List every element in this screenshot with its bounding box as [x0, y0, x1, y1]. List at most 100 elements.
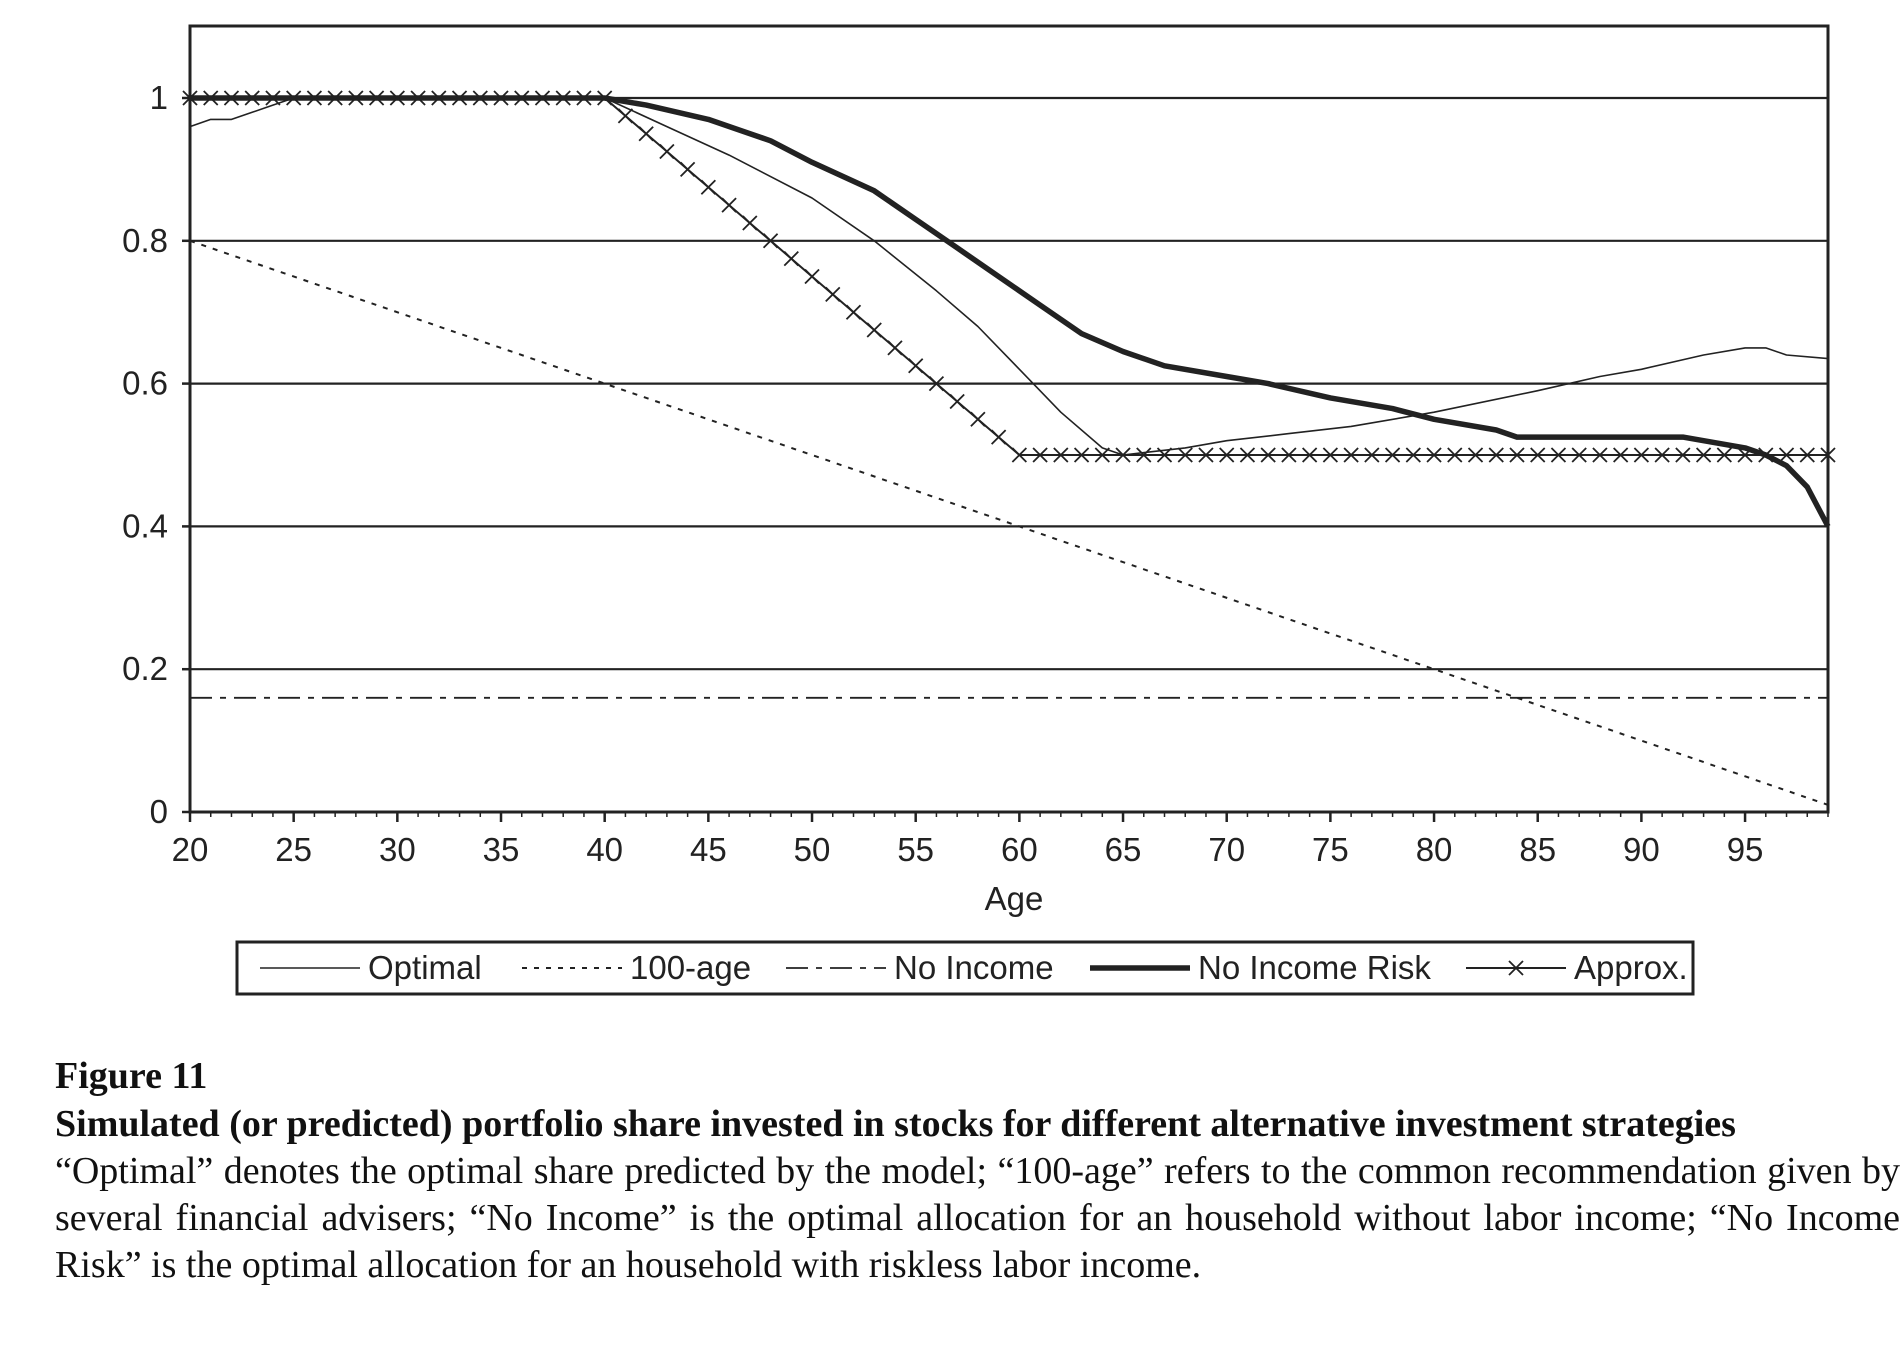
x-marker: [908, 358, 924, 374]
x-marker: [949, 393, 965, 410]
series-line: [189, 97, 1829, 456]
x-marker: [679, 161, 696, 178]
x-marker: [182, 90, 198, 106]
x-marker: [659, 143, 675, 160]
x-axis-ticks: 20 25 30 35 40 45 50 55 60 65 70 75 80 85 90 95: [172, 812, 1829, 868]
x-marker: [721, 197, 737, 213]
x-marker: [1737, 447, 1753, 463]
x-marker: [1716, 447, 1732, 463]
x-marker: [327, 90, 343, 106]
x-marker: [1633, 447, 1650, 463]
legend-label: 100-age: [630, 949, 751, 986]
series-line: [190, 95, 1831, 528]
plot-border: [188, 24, 1830, 814]
legend-label: Optimal: [368, 949, 482, 986]
legend-x-marker: [1508, 960, 1524, 976]
x-tick-label: 25: [275, 831, 312, 868]
y-tick-label: 0: [150, 793, 168, 830]
x-marker: [1281, 447, 1297, 463]
y-axis-ticks: 0 0.2 0.4 0.6 0.8 1: [122, 79, 190, 830]
x-marker: [410, 90, 426, 106]
x-marker: [866, 322, 882, 338]
x-marker: [1405, 447, 1421, 463]
x-marker: [1177, 447, 1193, 463]
x-marker: [348, 90, 364, 106]
figure-title: Simulated (or predicted) portfolio share…: [55, 1103, 1736, 1145]
x-marker: [617, 108, 634, 124]
x-marker: [514, 90, 530, 106]
x-marker: [1343, 447, 1359, 463]
x-marker: [223, 90, 240, 106]
x-marker: [389, 90, 405, 106]
plot-frame: [188, 24, 1830, 814]
legend-label: No Income Risk: [1198, 949, 1431, 986]
x-marker: [1509, 447, 1525, 463]
x-marker: [286, 90, 302, 106]
x-marker: [1488, 447, 1504, 463]
series-optimal: [189, 97, 1829, 456]
y-tick-label: 0.8: [122, 222, 168, 259]
x-marker: [493, 90, 509, 106]
x-marker: [1073, 447, 1090, 463]
x-marker: [306, 90, 323, 106]
gridlines: [190, 96, 1828, 671]
x-marker: [700, 179, 716, 195]
x-tick-label: 50: [794, 831, 831, 868]
x-marker: [1384, 447, 1401, 463]
x-marker: [1322, 447, 1339, 463]
x-marker: [928, 375, 945, 392]
x-marker: [804, 268, 820, 285]
x-marker: [203, 90, 219, 106]
x-tick-label: 45: [690, 831, 727, 868]
x-marker: [1820, 447, 1836, 463]
x-marker: [451, 90, 468, 106]
x-marker: [1467, 447, 1484, 463]
x-marker: [1530, 447, 1546, 463]
x-marker: [1115, 447, 1131, 463]
series-line: [190, 97, 1828, 456]
x-marker: [762, 233, 779, 249]
x-marker: [1260, 447, 1276, 463]
x-marker: [1053, 447, 1069, 463]
x-marker: [1198, 447, 1214, 463]
x-marker: [472, 90, 488, 106]
x-tick-label: 30: [379, 831, 416, 868]
x-marker: [1592, 447, 1608, 463]
series-line: [189, 239, 1829, 806]
x-marker: [1778, 447, 1795, 463]
y-tick-label: 0.6: [122, 365, 168, 402]
x-marker: [1239, 447, 1256, 463]
x-marker: [1799, 447, 1815, 463]
y-tick-label: 0.4: [122, 507, 168, 544]
x-marker: [638, 126, 654, 142]
x-marker: [1675, 447, 1691, 463]
chart-svg: 0 0.2 0.4 0.6 0.8 1 20 25 30 35 40 45 50 55 60 65 70 75 8…: [122, 24, 1836, 996]
x-tick-label: 35: [483, 831, 520, 868]
x-marker: [368, 90, 385, 106]
x-marker: [1136, 447, 1152, 463]
x-marker: [845, 304, 862, 320]
x-marker: [576, 90, 592, 106]
legend-label: No Income: [894, 949, 1054, 986]
series-100-age: [189, 239, 1829, 806]
x-tick-label: 90: [1623, 831, 1660, 868]
x-marker: [1550, 447, 1567, 463]
x-tick-label: 40: [586, 831, 623, 868]
legend-box: [235, 940, 1695, 996]
x-marker: [1447, 447, 1463, 463]
x-marker: [1654, 447, 1670, 463]
x-marker: [742, 215, 758, 231]
x-marker: [1011, 447, 1028, 463]
x-marker: [555, 90, 571, 106]
x-tick-label: 75: [1312, 831, 1349, 868]
x-marker: [1695, 447, 1712, 463]
x-marker: [431, 90, 447, 106]
x-tick-label: 65: [1105, 831, 1142, 868]
legend: Optimal 100-age No Income No Income Risk App…: [235, 940, 1695, 996]
x-tick-label: 80: [1416, 831, 1453, 868]
x-marker: [970, 411, 986, 427]
x-marker: [1302, 447, 1318, 463]
x-marker: [1426, 447, 1442, 463]
x-marker: [1758, 447, 1774, 463]
x-marker: [1571, 447, 1587, 463]
